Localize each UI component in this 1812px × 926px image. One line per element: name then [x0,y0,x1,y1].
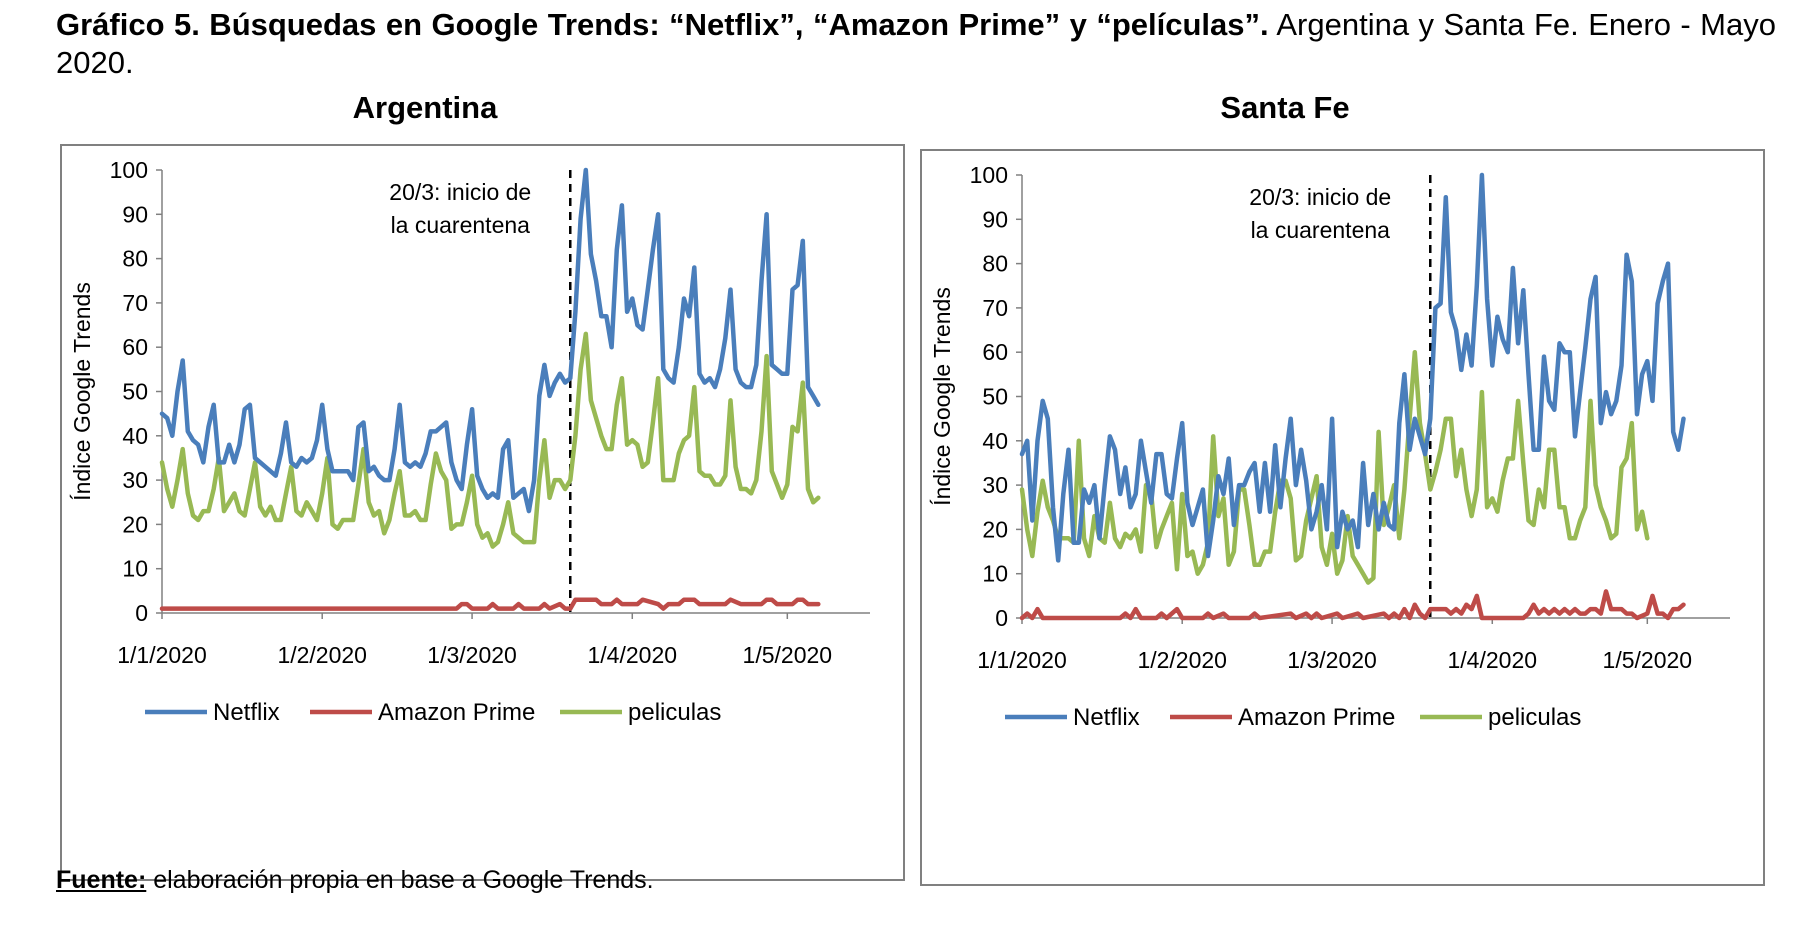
y-axis-label: Índice Google Trends [69,282,95,501]
legend-label-netflix: Netflix [213,699,280,726]
legend-label-peliculas: peliculas [628,699,721,726]
figure-heading-bold: Gráfico 5. Búsquedas en Google Trends: “… [56,7,1269,42]
y-tick-label: 20 [122,511,148,537]
x-tick-label: 1/1/2020 [977,647,1067,673]
legend-label-peliculas: peliculas [1488,704,1581,731]
x-tick-label: 1/4/2020 [1448,647,1538,673]
footer-text: elaboración propia en base a Google Tren… [146,866,654,894]
legend-label-amazon-prime: Amazon Prime [378,699,535,726]
x-tick-label: 1/3/2020 [427,642,517,668]
y-tick-label: 90 [982,206,1008,232]
y-tick-label: 60 [982,339,1008,365]
y-tick-label: 0 [995,605,1008,631]
y-tick-label: 80 [122,246,148,272]
y-tick-label: 40 [122,423,148,449]
x-tick-label: 1/2/2020 [1137,647,1227,673]
legend-label-netflix: Netflix [1073,704,1140,731]
y-tick-label: 20 [982,516,1008,542]
y-axis-label: Índice Google Trends [929,287,955,506]
x-tick-label: 1/4/2020 [588,642,678,668]
y-tick-label: 90 [122,201,148,227]
quarantine-annotation-line1: 20/3: inicio de [389,179,531,205]
quarantine-annotation-line2: la cuarentena [391,212,531,238]
series-line-netflix [1019,172,1686,563]
x-tick-label: 1/2/2020 [277,642,367,668]
series-line-netflix [159,167,821,514]
x-tick-label: 1/5/2020 [1603,647,1693,673]
y-tick-label: 60 [122,334,148,360]
quarantine-annotation-line2: la cuarentena [1251,217,1391,243]
y-tick-label: 0 [135,600,148,626]
santa-fe-chart: 0 10 20 30 40 50 60 70 80 90 100 1/1/2020 1/2/2020 1/… [920,149,1765,886]
y-tick-label: 80 [982,251,1008,277]
y-tick-label: 70 [122,290,148,316]
figure-heading: Gráfico 5. Búsquedas en Google Trends: “… [56,6,1776,82]
chart-title-argentina: Argentina [352,90,498,125]
y-tick-label: 10 [122,556,148,582]
x-tick-label: 1/1/2020 [117,642,207,668]
figure-footer: Fuente: elaboración propia en base a Goo… [56,866,654,895]
argentina-chart: 0 10 20 30 40 50 60 70 80 90 100 1/1/2020 1/2/2020 1/… [60,144,905,881]
chart-frame [60,144,905,881]
y-tick-label: 50 [122,379,148,405]
chart-title-santa-fe: Santa Fe [1220,90,1350,125]
series-line-amazon-prime [159,597,821,611]
y-tick-label: 30 [982,472,1008,498]
series-line-amazon-prime [1019,589,1686,621]
series-line-peliculas [1019,349,1650,585]
y-tick-label: 70 [982,295,1008,321]
y-tick-label: 100 [970,162,1008,188]
y-tick-label: 10 [982,561,1008,587]
x-tick-label: 1/5/2020 [743,642,833,668]
figure-heading-rest: Argentina y Santa Fe. Enero - Mayo 2020. [56,7,1776,80]
y-tick-label: 50 [982,384,1008,410]
x-tick-label: 1/3/2020 [1287,647,1377,673]
footer-label: Fuente: [56,866,147,894]
y-tick-label: 30 [122,467,148,493]
y-tick-label: 40 [982,428,1008,454]
quarantine-annotation-line1: 20/3: inicio de [1249,184,1391,210]
series-line-peliculas [159,331,821,549]
legend-label-amazon-prime: Amazon Prime [1238,704,1395,731]
y-tick-label: 100 [110,157,148,183]
